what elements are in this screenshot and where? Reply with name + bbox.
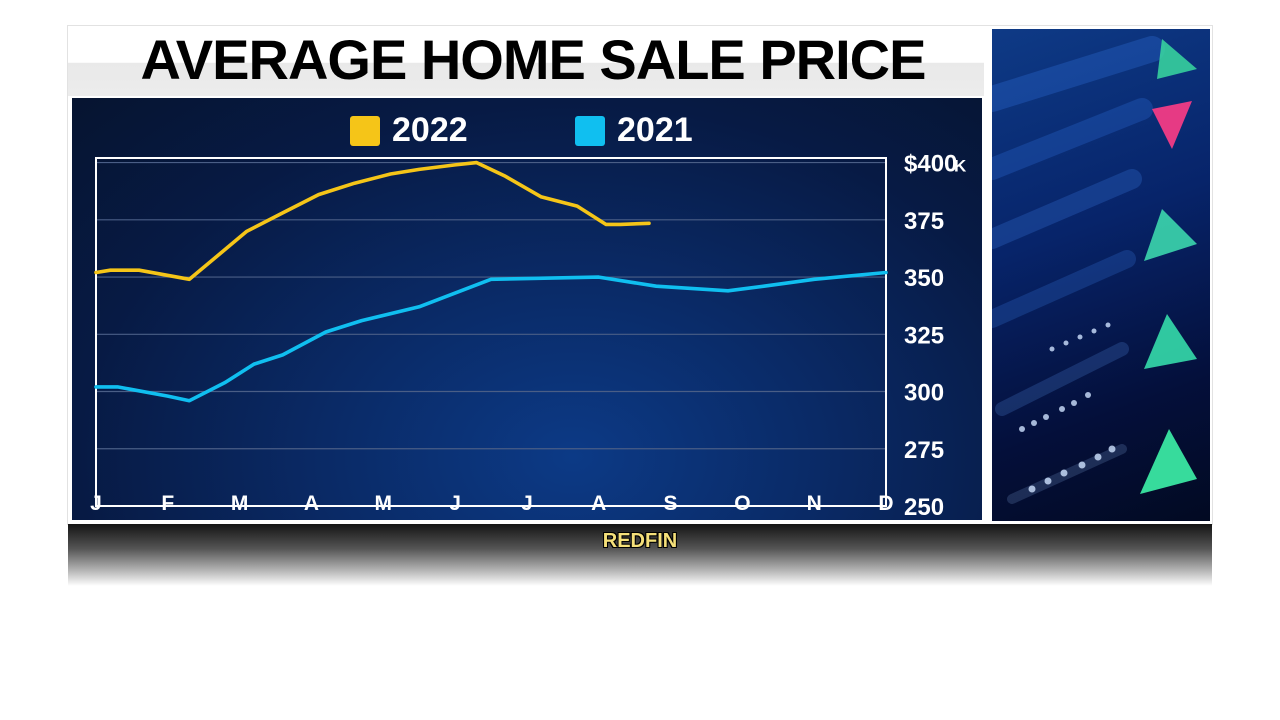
legend-swatch-2021: [575, 116, 605, 146]
y-tick-label: 350: [904, 265, 944, 292]
up-arrow-icon: [1144, 314, 1197, 369]
chart-panel: 2022 2021 250 275 300 325 350 375 $400 K J F M A M J J…: [72, 98, 982, 520]
series-line-2022: [94, 160, 651, 282]
x-tick-label: A: [304, 492, 319, 515]
source-bar: REDFIN: [68, 524, 1212, 586]
y-unit-label: K: [954, 157, 967, 176]
x-tick-label: O: [734, 492, 750, 515]
plot-border: [95, 157, 887, 507]
chart-frame: AVERAGE HOME SALE PRICE 2022 2021 250 275…: [68, 26, 1212, 524]
y-tick-label: $400: [904, 151, 957, 178]
stock-market-image: [992, 29, 1210, 521]
x-tick-label: J: [449, 492, 461, 515]
x-tick-label: D: [878, 492, 893, 515]
x-tick-label: M: [231, 492, 249, 515]
legend-swatch-2022: [350, 116, 380, 146]
y-tick-label: 325: [904, 322, 944, 349]
x-tick-label: S: [664, 492, 678, 515]
legend-label-2022: 2022: [392, 111, 468, 149]
stock-ticker-graphic: [992, 36, 1197, 504]
x-tick-label: A: [591, 492, 606, 515]
chart-title: AVERAGE HOME SALE PRICE: [140, 28, 927, 91]
x-tick-label: J: [521, 492, 533, 515]
x-tick-label: M: [375, 492, 393, 515]
up-arrow-icon: [1157, 39, 1197, 79]
up-arrow-icon: [1144, 209, 1197, 261]
up-arrow-icon: [1140, 429, 1197, 494]
legend-label-2021: 2021: [617, 111, 693, 149]
x-tick-label: F: [161, 492, 174, 515]
title-bar: AVERAGE HOME SALE PRICE: [68, 26, 984, 96]
y-tick-label: 375: [904, 208, 944, 235]
y-tick-label: 275: [904, 437, 944, 464]
ticker-glow-bands: [992, 36, 1165, 504]
y-tick-label: 250: [904, 494, 944, 520]
y-tick-label: 300: [904, 380, 944, 407]
source-label: REDFIN: [602, 530, 678, 552]
series-line-2021: [94, 270, 888, 403]
x-tick-label: N: [807, 492, 822, 515]
x-tick-label: J: [90, 492, 102, 515]
down-arrow-icon: [1152, 101, 1192, 149]
ticker-dots: [1019, 322, 1116, 493]
